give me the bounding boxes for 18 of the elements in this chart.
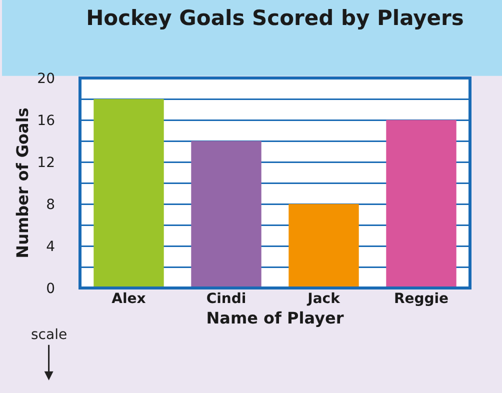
- bar: [191, 141, 262, 288]
- y-tick-label: 8: [46, 196, 55, 213]
- chart-title: Hockey Goals Scored by Players: [86, 6, 464, 30]
- y-tick-label: 16: [37, 112, 56, 129]
- bar: [288, 204, 359, 288]
- y-tick-label: 4: [46, 238, 56, 255]
- y-tick-label: 12: [37, 154, 55, 171]
- y-axis-title: Number of Goals: [13, 108, 32, 258]
- bar: [94, 99, 164, 288]
- x-tick-label: Cindi: [206, 291, 246, 307]
- text: scale: [31, 327, 68, 343]
- y-tick-label: 0: [46, 280, 55, 297]
- x-tick-label: Alex: [112, 291, 146, 307]
- y-tick-label: 20: [37, 70, 55, 87]
- x-axis-title: Name of Player: [206, 308, 344, 328]
- x-tick-label: Jack: [306, 291, 341, 307]
- bar: [386, 120, 456, 288]
- x-tick-label: Reggie: [394, 291, 449, 307]
